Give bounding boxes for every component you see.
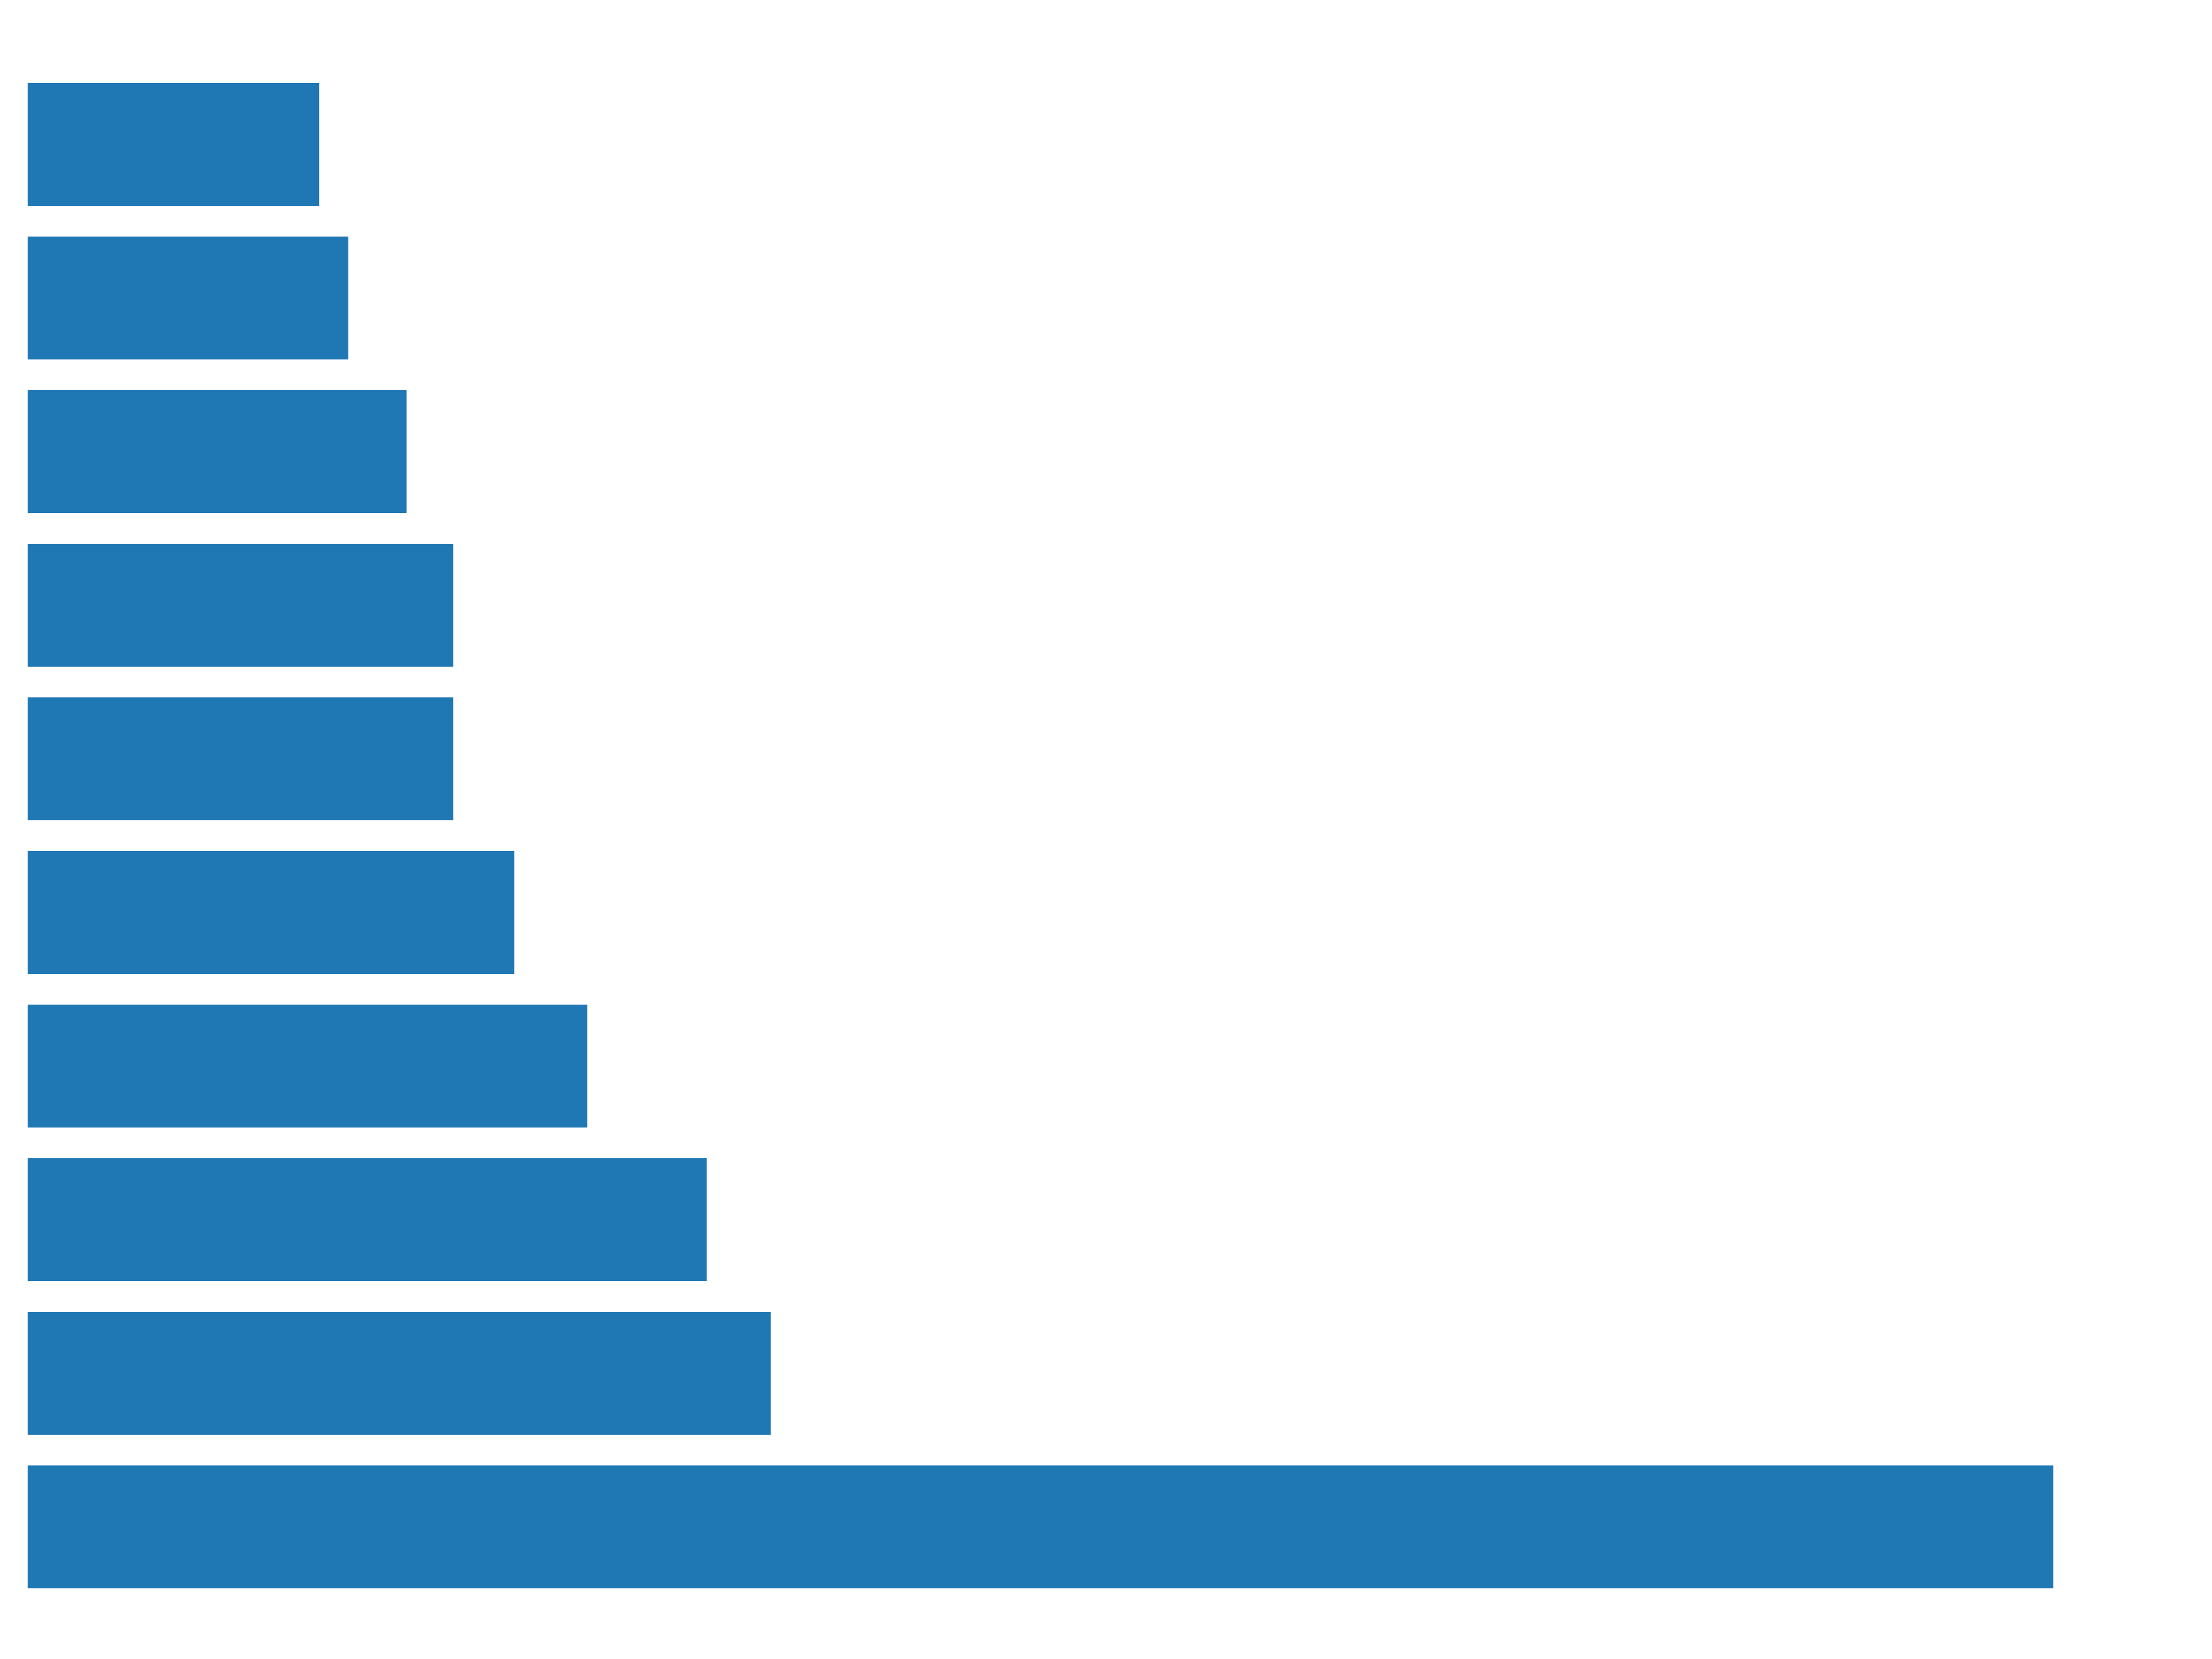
bar-3 xyxy=(28,390,407,513)
bar-2 xyxy=(28,237,348,359)
bar-7 xyxy=(28,1005,587,1128)
bar-1 xyxy=(28,83,320,206)
bar-group xyxy=(28,83,2053,1588)
bar-9 xyxy=(28,1312,771,1435)
bar-6 xyxy=(28,851,515,974)
bar-8 xyxy=(28,1158,707,1281)
bar-5 xyxy=(28,697,453,820)
bar-4 xyxy=(28,544,453,667)
bar-10 xyxy=(28,1465,2053,1588)
